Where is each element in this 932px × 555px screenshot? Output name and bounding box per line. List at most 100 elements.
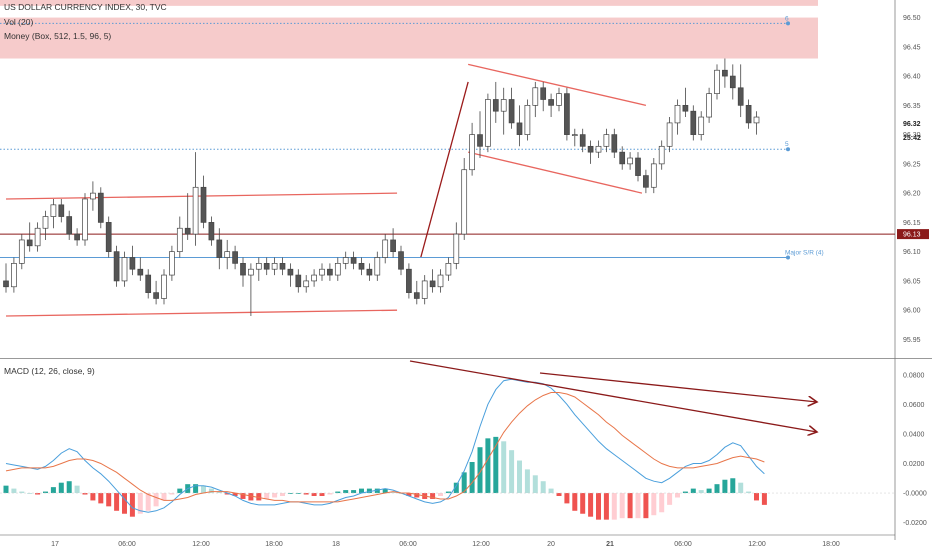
divergence-arrow xyxy=(539,372,817,402)
macd-histogram-bar xyxy=(682,491,688,494)
macd-tick-label: -0.0200 xyxy=(903,520,927,527)
candle-body xyxy=(382,239,389,258)
macd-histogram-bar xyxy=(509,450,515,494)
price-tick-label: 96.40 xyxy=(903,74,921,81)
candle-body xyxy=(18,239,25,264)
macd-histogram-bar xyxy=(374,488,380,494)
candle-body xyxy=(611,134,618,153)
candle-body xyxy=(595,145,602,153)
macd-histogram-bar xyxy=(675,493,680,498)
candle-body xyxy=(714,69,720,94)
candle-body xyxy=(319,268,325,276)
macd-histogram-bar xyxy=(714,484,720,494)
macd-histogram-bar xyxy=(327,493,333,495)
macd-histogram-bar xyxy=(390,491,396,494)
price-tick-label: 96.10 xyxy=(903,249,921,256)
candle-body xyxy=(453,233,460,264)
macd-histogram-bar xyxy=(611,493,617,520)
candle-body xyxy=(658,145,665,165)
macd-histogram-bar xyxy=(335,491,341,494)
macd-histogram-bar xyxy=(343,490,349,494)
candle-body xyxy=(121,257,128,282)
macd-tick-label: 0.0800 xyxy=(903,372,925,379)
reference-price-label: 96.13 xyxy=(903,232,921,239)
candle-body xyxy=(232,251,238,264)
candle-body xyxy=(390,239,396,253)
macd-histogram-bar xyxy=(564,493,570,504)
macd-histogram-bar xyxy=(754,493,759,501)
macd-histogram-bar xyxy=(366,488,372,494)
macd-histogram-bar xyxy=(224,493,230,495)
candle-body xyxy=(366,268,373,276)
macd-histogram-bar xyxy=(35,493,41,495)
macd-histogram-bar xyxy=(98,493,104,504)
macd-tick-label: -0.0000 xyxy=(903,491,927,498)
x-tick-label: 12:00 xyxy=(748,541,766,548)
price-tick-label: 96.50 xyxy=(903,15,921,22)
candle-body xyxy=(666,122,673,147)
x-tick-label: 06:00 xyxy=(399,541,417,548)
candle-body xyxy=(421,280,428,299)
candle-body xyxy=(311,274,317,282)
candle-body xyxy=(176,227,183,253)
candle-body xyxy=(516,122,523,135)
candle-body xyxy=(97,192,104,223)
candle-body xyxy=(579,134,586,147)
macd-histogram-bar xyxy=(572,493,578,511)
macd-histogram-bar xyxy=(603,493,609,520)
candle-body xyxy=(437,274,444,288)
candle-body xyxy=(619,151,626,165)
macd-histogram-bar xyxy=(177,488,183,494)
macd-histogram-bar xyxy=(114,493,120,511)
candle-body xyxy=(26,239,33,247)
x-tick-label: 06:00 xyxy=(118,541,136,548)
candle-body xyxy=(82,198,88,241)
candle-body xyxy=(477,134,483,147)
macd-histogram-bar xyxy=(596,493,601,520)
macd-histogram-bar xyxy=(414,493,420,498)
candle-body xyxy=(445,263,452,276)
horizontal-line-label: 5 xyxy=(785,141,789,148)
candle-body xyxy=(169,251,175,276)
candle-body xyxy=(500,99,507,112)
macd-histogram-bar xyxy=(66,481,72,494)
macd-histogram-bar xyxy=(430,493,436,499)
macd-histogram-bar xyxy=(690,488,696,494)
candle-body xyxy=(643,175,649,188)
candle-body xyxy=(548,99,554,106)
candle-body xyxy=(248,268,254,276)
macd-histogram-bar xyxy=(153,493,159,507)
macd-histogram-bar xyxy=(438,493,443,496)
money-legend: Money (Box, 512, 1.5, 96, 5) xyxy=(4,31,112,41)
macd-histogram-bar xyxy=(201,485,206,494)
macd-histogram-bar xyxy=(50,487,56,494)
macd-histogram-bar xyxy=(619,493,625,519)
macd-histogram-bar xyxy=(256,493,262,501)
macd-histogram-bar xyxy=(556,493,562,496)
macd-histogram-bar xyxy=(501,441,507,494)
candle-body xyxy=(153,292,159,299)
candle-body xyxy=(58,204,65,217)
candle-body xyxy=(564,93,570,135)
macd-histogram-bar xyxy=(137,493,143,514)
candle-body xyxy=(74,233,80,241)
macd-histogram-bar xyxy=(208,488,214,494)
macd-histogram-bar xyxy=(540,481,546,494)
candle-body xyxy=(334,263,341,276)
x-tick-label: 17 xyxy=(51,541,59,548)
macd-histogram-bar xyxy=(493,436,499,494)
macd-histogram-bar xyxy=(477,447,483,494)
candle-body xyxy=(737,87,744,106)
candle-body xyxy=(429,280,436,288)
macd-histogram-bar xyxy=(232,493,238,496)
candle-body xyxy=(571,134,578,136)
macd-histogram-bar xyxy=(74,485,80,494)
candle-body xyxy=(66,216,73,235)
candle-body xyxy=(34,227,41,247)
horizontal-line-label: Major S/R (4) xyxy=(785,250,824,257)
price-tick-label: 95.95 xyxy=(903,337,921,344)
macd-histogram-bar xyxy=(359,488,364,494)
candle-body xyxy=(413,292,420,299)
candle-body xyxy=(263,263,270,270)
